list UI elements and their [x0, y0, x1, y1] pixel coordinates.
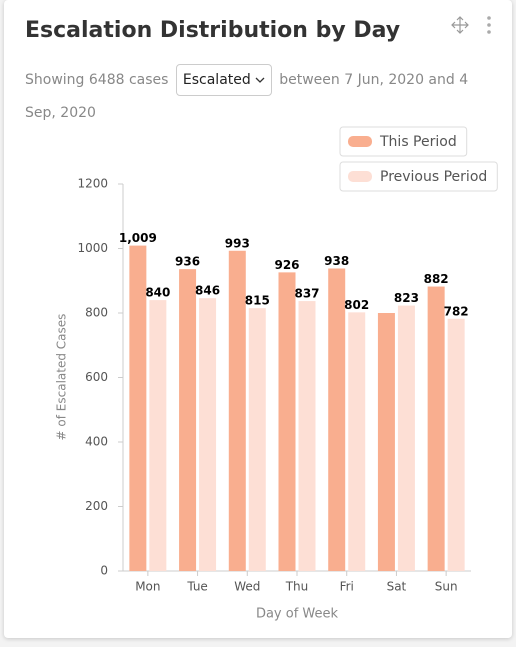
data-label: 815 [245, 294, 270, 308]
bar [377, 313, 395, 571]
y-axis-title: # of Escalated Cases [55, 314, 69, 441]
data-label: 936 [175, 255, 200, 269]
legend-box [339, 161, 498, 192]
legend-box [339, 126, 468, 157]
x-tick-label: Sat [387, 580, 407, 594]
data-label: 846 [195, 284, 220, 298]
data-label: 1,009 [119, 231, 157, 245]
data-label: 882 [424, 272, 449, 286]
filter-dropdown[interactable]: Escalated [175, 64, 272, 96]
legend-label: Previous Period [380, 169, 487, 185]
x-tick-label: Fri [340, 580, 354, 594]
x-tick-label: Mon [135, 580, 160, 594]
summary-prefix: Showing 6488 cases [25, 72, 169, 88]
bar [298, 301, 316, 571]
data-label: 993 [225, 236, 250, 250]
data-label: 802 [344, 298, 369, 312]
data-label: 823 [394, 291, 419, 305]
data-label: 840 [145, 286, 170, 300]
menu-icon[interactable] [484, 15, 494, 35]
y-tick-label: 400 [85, 435, 108, 449]
widget-title: Escalation Distribution by Day [25, 18, 401, 43]
move-icon[interactable] [450, 15, 470, 35]
y-tick-label: 200 [85, 499, 108, 513]
bar [199, 298, 217, 571]
bar [278, 272, 296, 571]
y-tick-label: 1000 [77, 241, 108, 255]
bar [397, 305, 415, 571]
x-axis-title: Day of Week [256, 607, 339, 622]
dropdown-arrow [255, 77, 265, 83]
y-tick-label: 0 [100, 564, 108, 578]
bar [179, 269, 197, 571]
data-label: 938 [324, 254, 349, 268]
y-tick-label: 800 [85, 306, 108, 320]
bar [228, 250, 246, 571]
legend-swatch [348, 171, 372, 182]
bar [149, 300, 167, 571]
y-tick-label: 1200 [77, 177, 108, 191]
y-tick-label: 600 [85, 370, 108, 384]
filter-value: Escalated [182, 72, 251, 88]
bar [447, 318, 465, 571]
data-label: 782 [444, 304, 469, 318]
data-label: 837 [294, 287, 319, 301]
summary-suffix: between 7 Jun, 2020 and 4 Sep, 2020 [25, 72, 469, 121]
bar [427, 286, 445, 571]
x-tick-label: Sun [435, 580, 458, 594]
bar [328, 268, 346, 571]
x-tick-label: Wed [234, 580, 260, 594]
x-tick-label: Thu [285, 580, 309, 594]
bar [129, 245, 147, 571]
legend-label: This Period [379, 134, 457, 150]
bar [348, 312, 366, 571]
summary: Showing 6488 cases Escalated between 7 J… [25, 64, 495, 130]
data-label: 926 [274, 258, 299, 272]
x-tick-label: Tue [186, 580, 208, 594]
legend-swatch [348, 136, 372, 147]
bar [248, 308, 266, 571]
